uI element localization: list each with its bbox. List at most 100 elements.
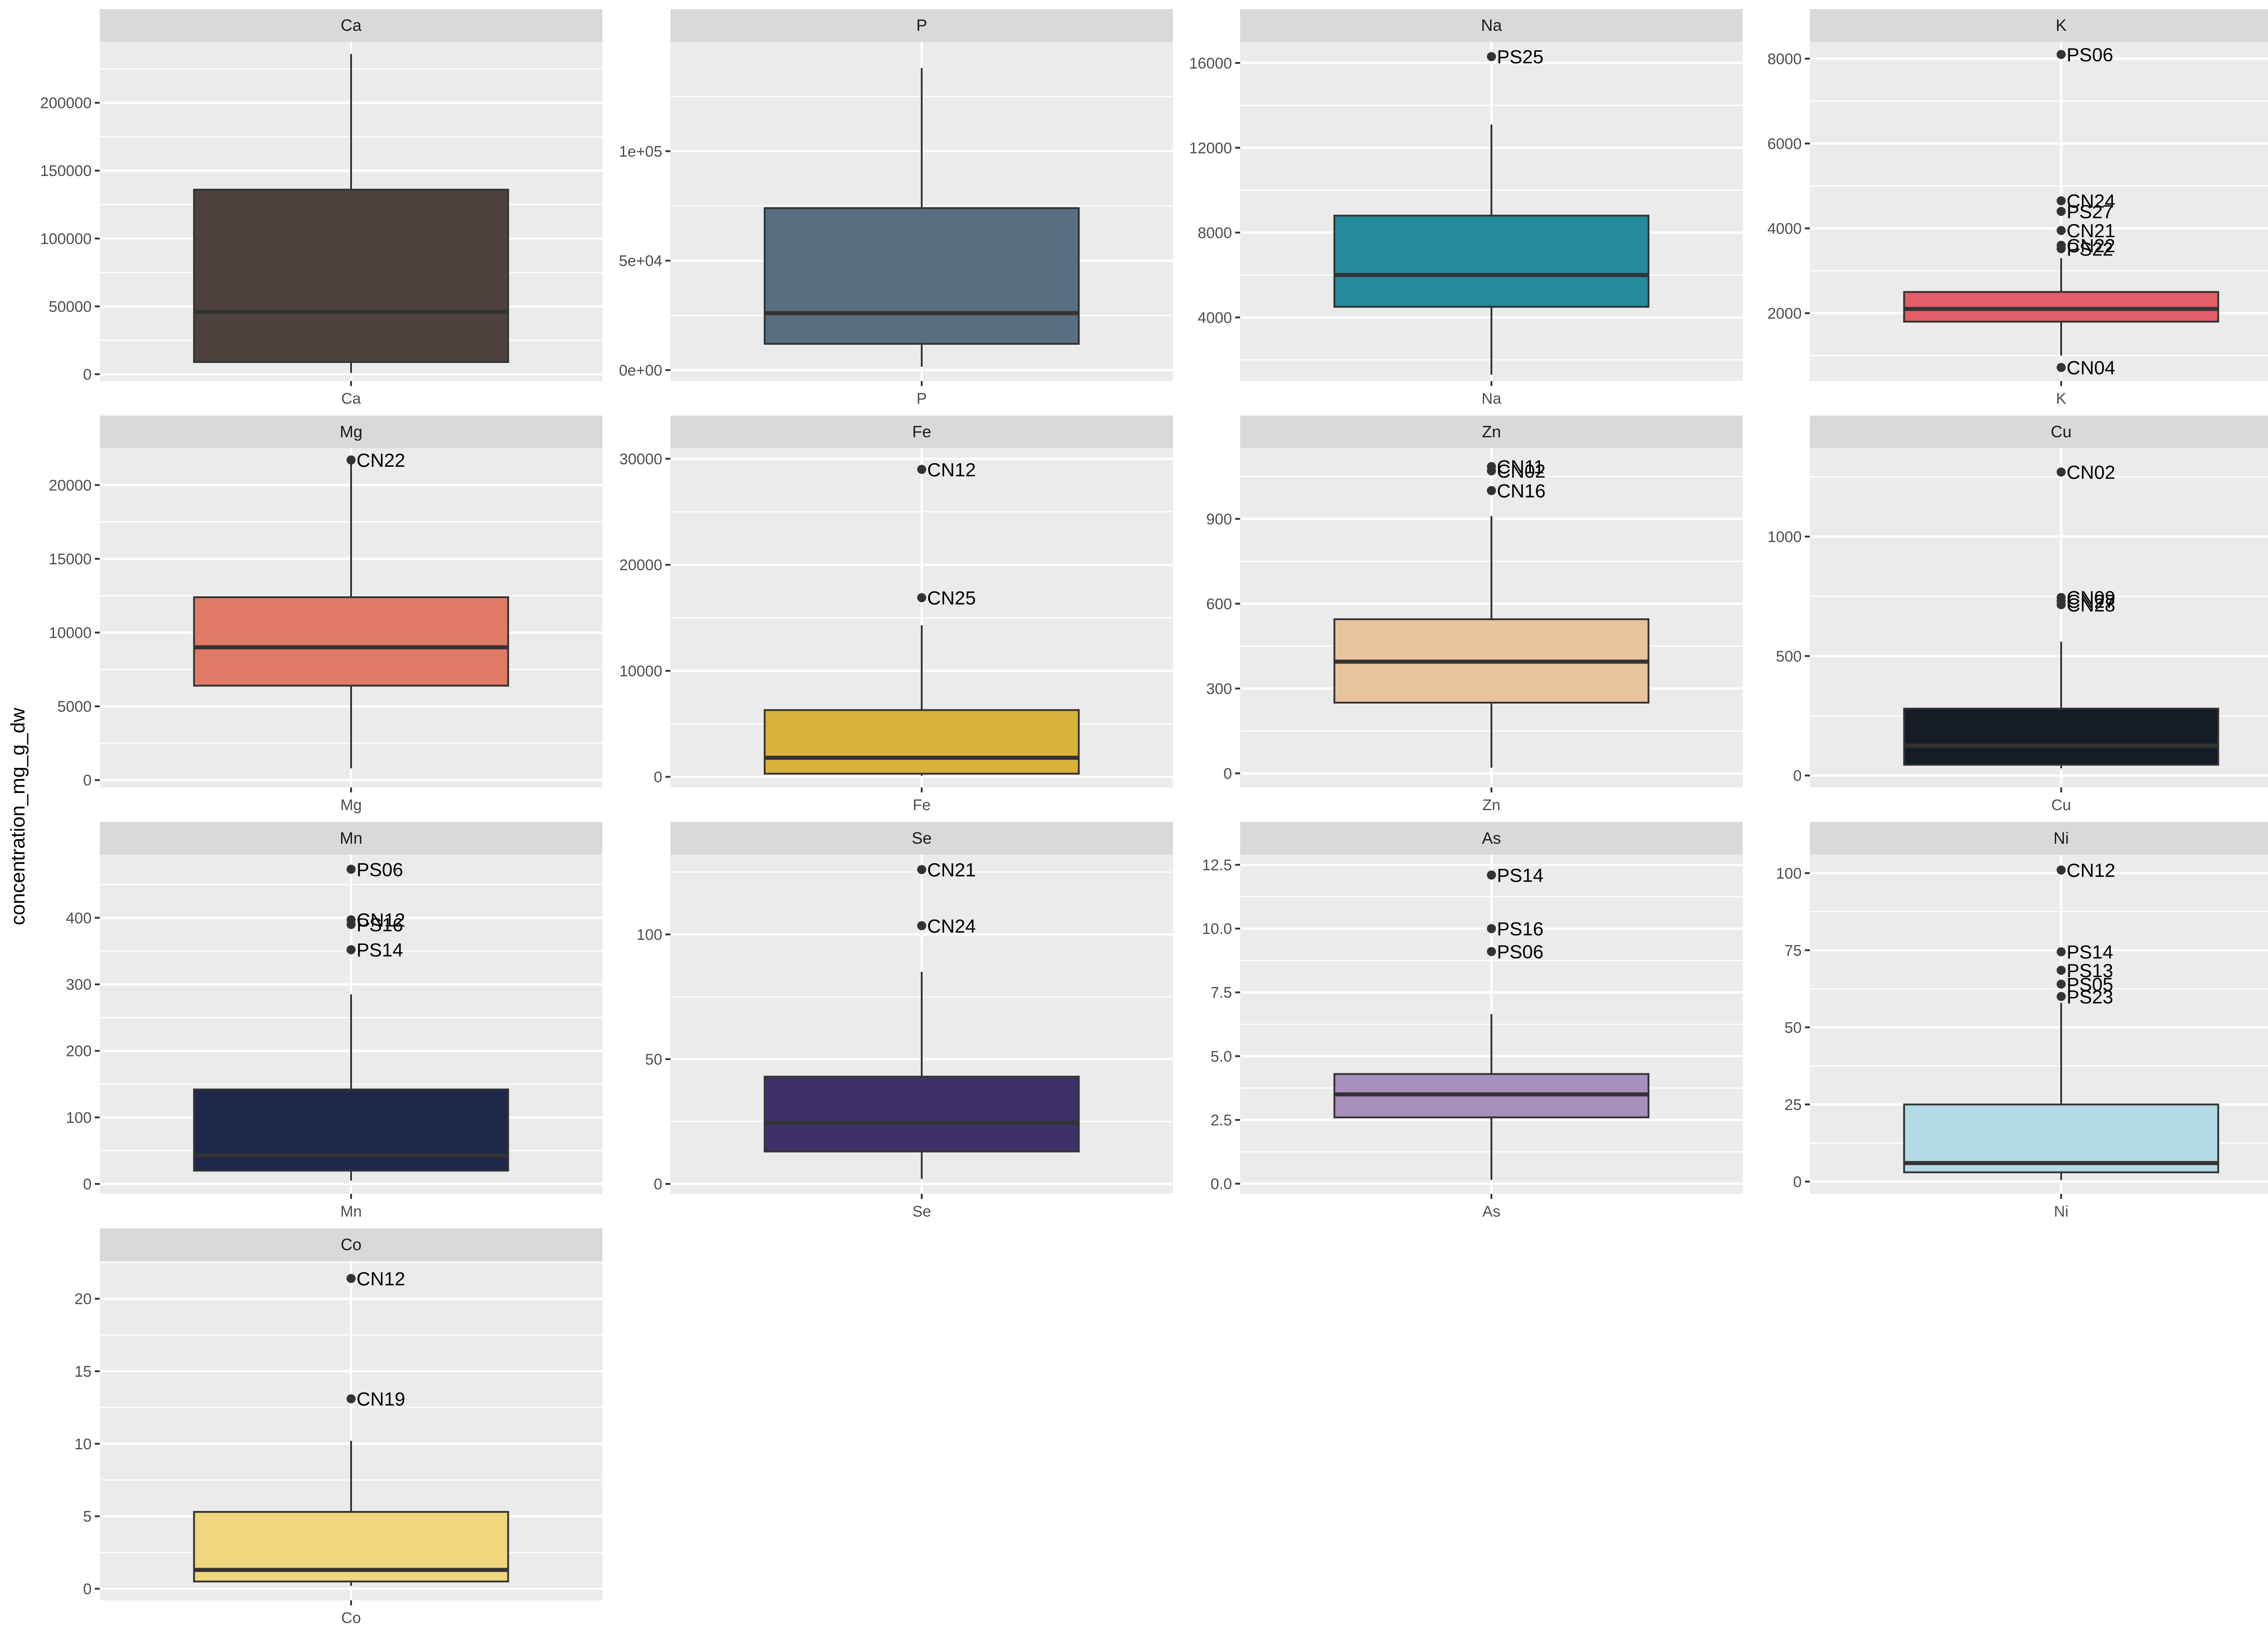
strip-label: K — [2056, 16, 2067, 34]
outlier-point — [347, 865, 356, 874]
strip-background — [1240, 416, 1743, 448]
outlier-label: PS14 — [357, 939, 403, 961]
strip-label: Cu — [2051, 422, 2072, 441]
x-tick-label: As — [1482, 1203, 1501, 1220]
outlier-point — [2057, 50, 2066, 59]
outlier-point — [2057, 600, 2066, 610]
outlier-point — [917, 921, 926, 930]
outlier-label: CN22 — [357, 450, 405, 471]
facet-panels: Ca050000100000150000200000CaP0e+005e+041… — [40, 9, 2268, 1627]
y-tick-label: 0 — [83, 772, 92, 789]
y-tick-label: 4000 — [1767, 220, 1802, 237]
outlier-label: CN12 — [357, 909, 405, 931]
outlier-point — [1487, 486, 1496, 495]
outlier-point — [1487, 52, 1496, 61]
y-tick-label: 15000 — [49, 551, 92, 568]
outlier-point — [1487, 947, 1496, 956]
outlier-label: PS16 — [357, 914, 403, 935]
strip-background — [1810, 416, 2268, 448]
strip-background — [1240, 822, 1743, 855]
y-axis-title: concentration_mg_g_dw — [7, 708, 29, 925]
y-tick-label: 10000 — [49, 625, 92, 642]
strip-label: Fe — [912, 422, 931, 441]
y-tick-label: 200 — [66, 1043, 92, 1060]
y-tick-label: 50 — [1784, 1019, 1802, 1037]
y-tick-label: 500 — [1776, 648, 1802, 665]
panel-Na: Na 4000 8000 12000 16000 Na PS25 — [1189, 9, 1743, 407]
y-tick-label: 2000 — [1767, 305, 1802, 322]
x-tick-label: Co — [341, 1609, 361, 1627]
y-tick-label: 0 — [654, 1176, 662, 1193]
y-tick-label: 0 — [83, 1176, 92, 1193]
y-tick-label: 16000 — [1189, 55, 1232, 72]
outlier-label: CN28 — [2067, 594, 2115, 616]
panel-background — [1810, 42, 2268, 381]
outlier-point — [917, 464, 926, 474]
y-tick-label: 20000 — [49, 477, 92, 494]
y-tick-label: 10.0 — [1202, 920, 1232, 938]
y-tick-label: 12.5 — [1202, 856, 1232, 874]
iqr-box — [193, 596, 509, 687]
x-tick-label: Ca — [341, 390, 361, 407]
y-tick-label: 75 — [1784, 942, 1802, 959]
outlier-point — [1487, 870, 1496, 880]
outlier-label: PS16 — [1497, 918, 1544, 939]
outlier-point — [2057, 947, 2066, 957]
y-tick-label: 12000 — [1189, 140, 1232, 157]
y-tick-label: 100000 — [40, 230, 92, 248]
y-tick-label: 8000 — [1198, 225, 1232, 242]
strip-background — [670, 822, 1173, 855]
panel-K: K2000400060008000KPS06CN24PS27CN21CN22PS… — [1767, 9, 2268, 407]
outlier-label: CN12 — [927, 459, 976, 480]
outlier-label: PS27 — [2067, 201, 2113, 222]
iqr-box — [763, 709, 1080, 775]
y-tick-label: 20 — [74, 1291, 92, 1308]
y-tick-label: 100 — [636, 926, 662, 944]
outlier-label: PS14 — [1497, 865, 1544, 886]
iqr-box — [763, 207, 1080, 345]
iqr-box — [1903, 1103, 2219, 1173]
iqr-box — [1903, 708, 2219, 766]
strip-background — [1810, 822, 2268, 855]
strip-background — [1810, 9, 2268, 42]
outlier-label: CN02 — [2067, 462, 2115, 483]
y-tick-label: 10 — [74, 1436, 92, 1453]
outlier-point — [347, 1394, 356, 1403]
outlier-point — [2057, 196, 2066, 205]
y-tick-label: 100 — [1776, 865, 1802, 882]
y-tick-label: 1000 — [1767, 528, 1802, 546]
outlier-point — [2057, 207, 2066, 216]
outlier-label: CN24 — [927, 915, 976, 937]
panel-Se: Se 0 50 100 Se CN21 CN24 — [636, 822, 1173, 1220]
x-tick-label: K — [2056, 390, 2067, 407]
outlier-label: CN21 — [927, 859, 976, 880]
y-tick-label: 25 — [1784, 1096, 1802, 1114]
y-tick-label: 400 — [66, 909, 92, 927]
y-tick-label: 50 — [645, 1051, 662, 1068]
y-tick-label: 0 — [654, 769, 662, 786]
outlier-label: CN02 — [1497, 460, 1545, 482]
y-tick-label: 15 — [74, 1363, 92, 1380]
outlier-point — [347, 1274, 356, 1283]
x-tick-label: P — [917, 390, 927, 407]
strip-label: Na — [1481, 16, 1502, 34]
outlier-point — [2057, 992, 2066, 1001]
strip-label: Ca — [341, 16, 362, 34]
strip-label: Co — [341, 1235, 362, 1254]
panel-P: P 0e+00 5e+04 1e+05 P — [619, 9, 1173, 407]
strip-background — [100, 9, 602, 42]
outlier-point — [2057, 966, 2066, 975]
outlier-point — [2057, 226, 2066, 235]
y-tick-label: 5 — [83, 1508, 92, 1525]
y-tick-label: 0 — [1223, 765, 1232, 782]
panel-Co: Co 0 5 10 15 20 Co CN12 CN19 — [74, 1228, 602, 1627]
y-tick-label: 6000 — [1767, 135, 1802, 152]
strip-background — [670, 9, 1173, 42]
y-tick-label: 1e+05 — [619, 143, 663, 160]
outlier-point — [347, 945, 356, 954]
y-tick-label: 50000 — [49, 298, 92, 315]
x-tick-label: Mn — [340, 1203, 362, 1220]
